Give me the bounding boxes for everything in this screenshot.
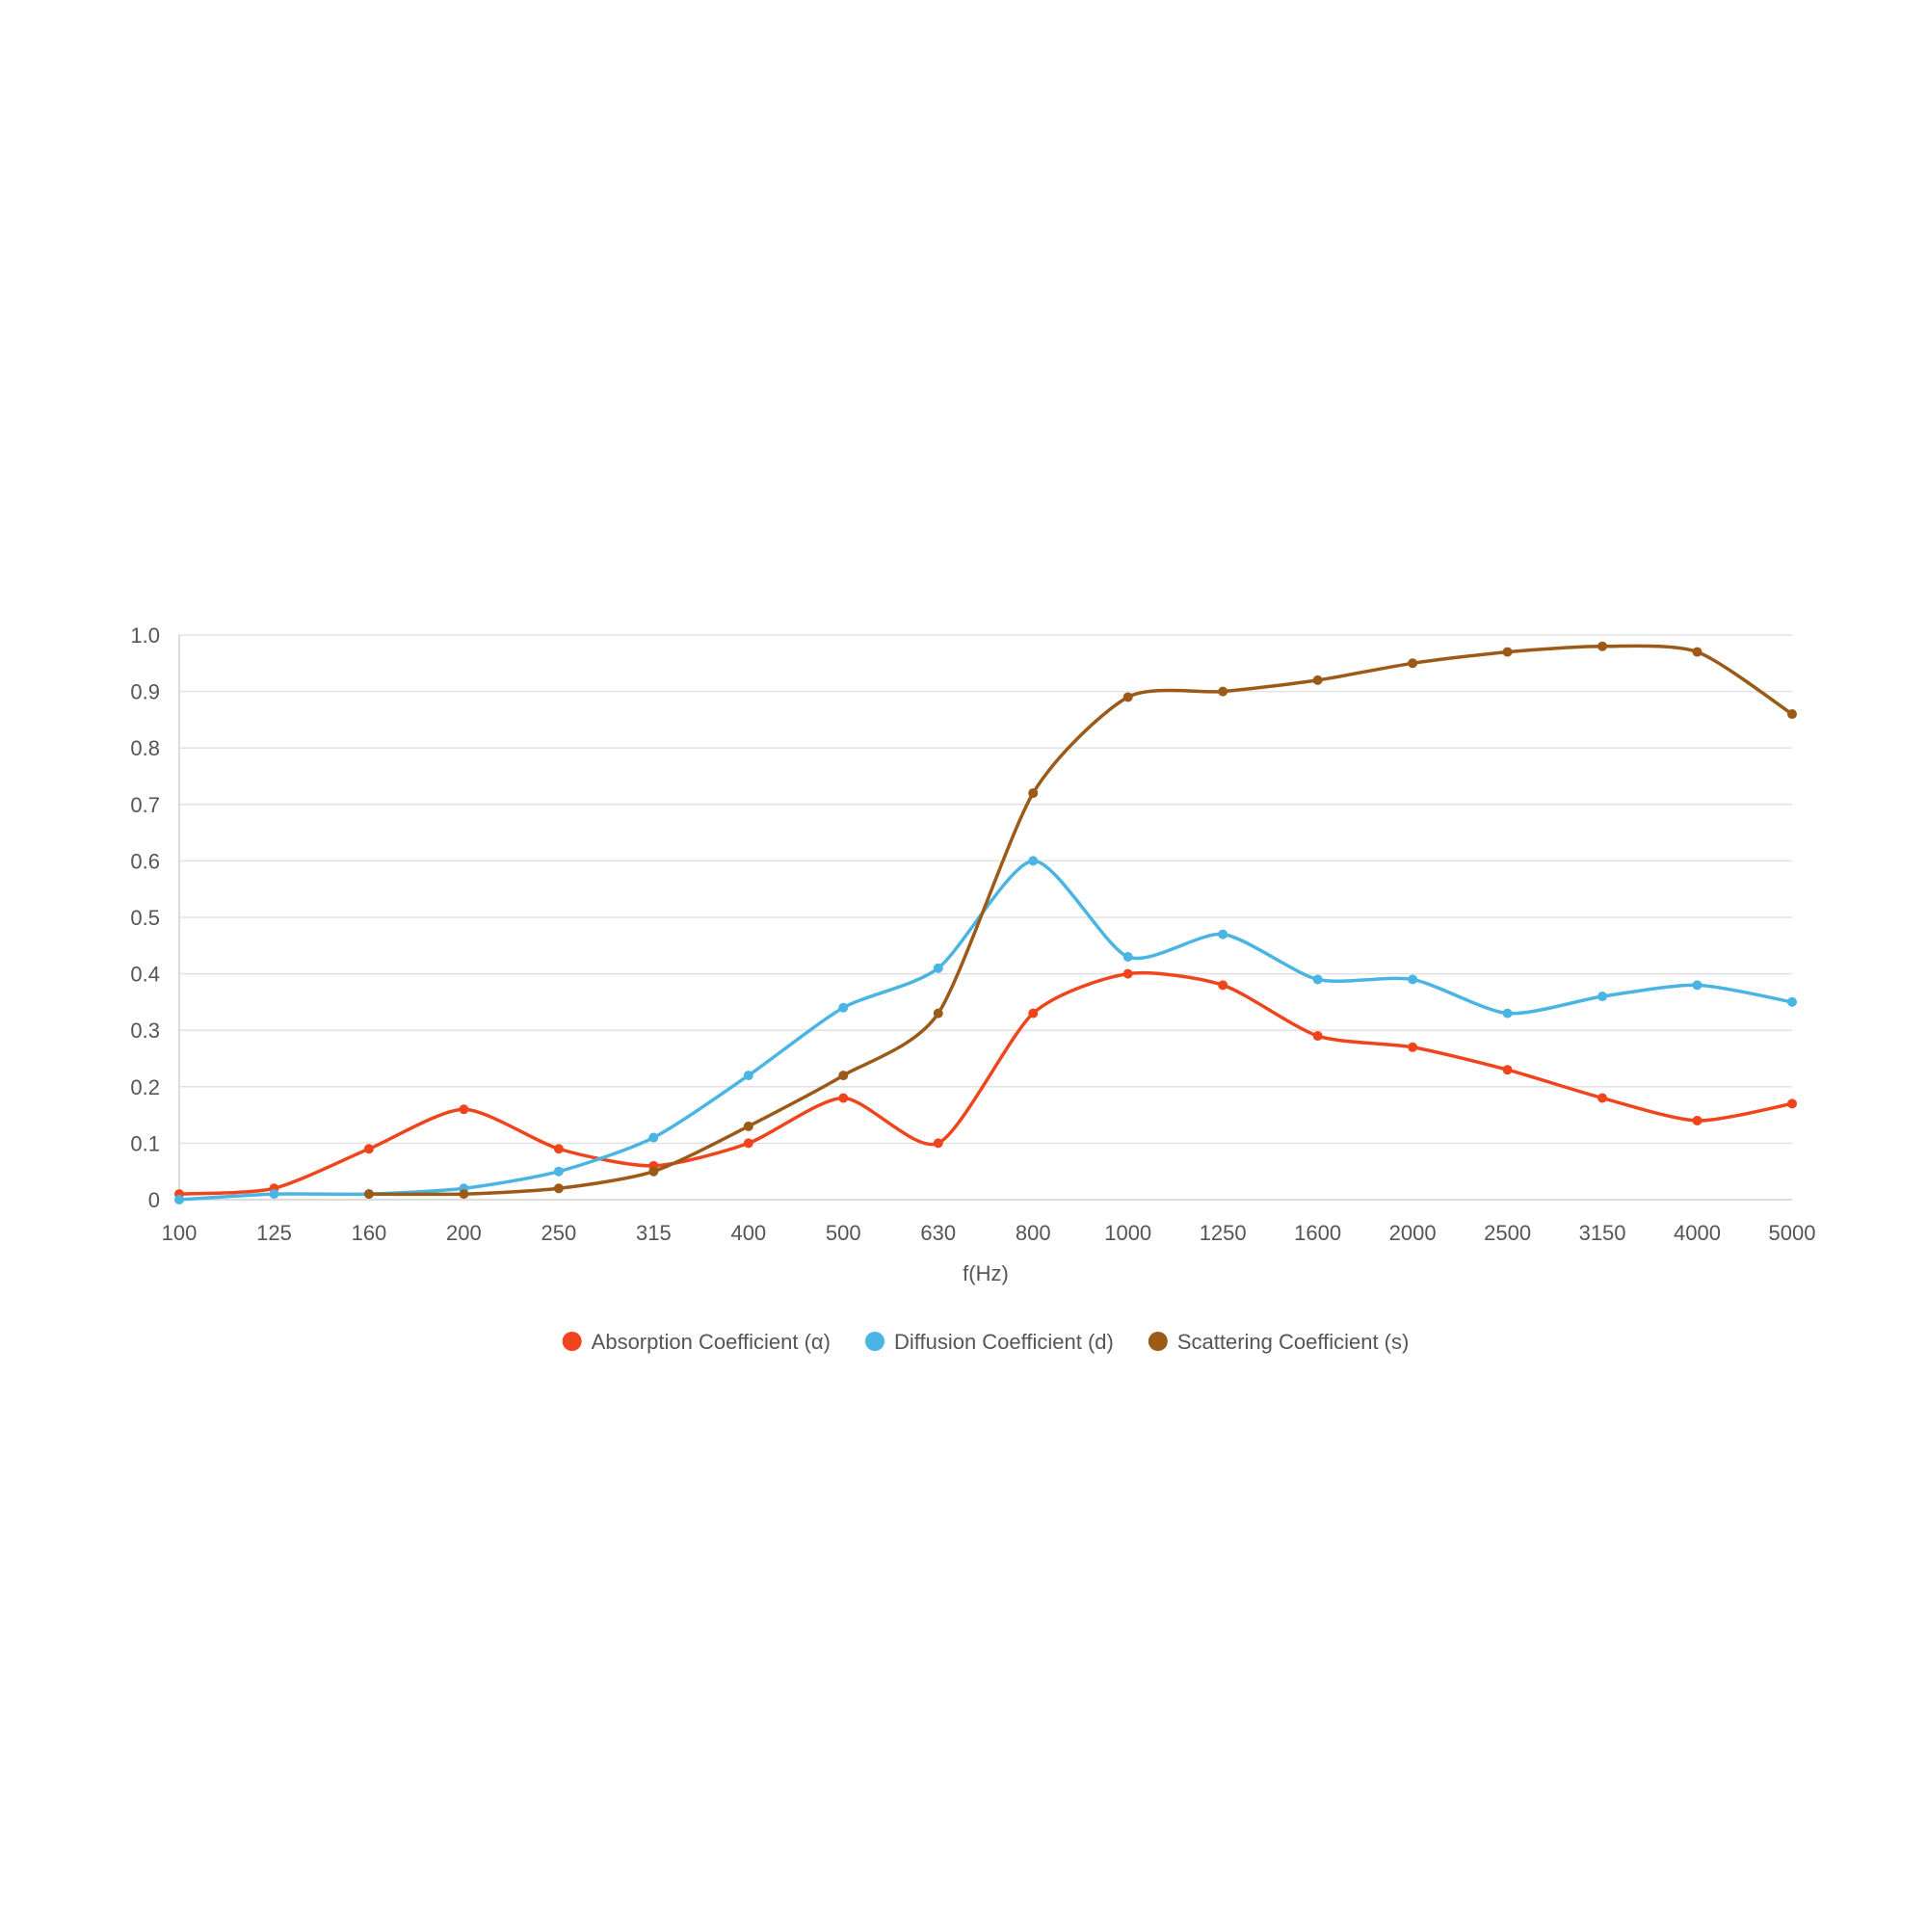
data-point[interactable] [933,1008,943,1019]
x-tick-label: 800 [1016,1221,1051,1245]
data-point[interactable] [1218,980,1228,991]
data-point[interactable] [648,1132,659,1143]
data-point[interactable] [1408,974,1418,985]
data-point[interactable] [1597,641,1608,651]
data-point[interactable] [363,1144,374,1154]
data-point[interactable] [1312,974,1323,985]
series-2 [174,856,1797,1204]
x-tick-label: 2000 [1389,1221,1437,1245]
data-point[interactable] [648,1166,659,1177]
x-tick-label: 125 [256,1221,292,1245]
data-point[interactable] [1218,929,1228,940]
data-point[interactable] [838,1093,849,1103]
data-point[interactable] [838,1002,849,1013]
y-tick-label: 0.6 [130,849,160,873]
data-point[interactable] [553,1144,564,1154]
data-point[interactable] [1408,658,1418,669]
x-tick-label: 160 [352,1221,387,1245]
x-axis-title: f(Hz) [963,1261,1009,1285]
series-line [367,644,1794,1197]
data-point[interactable] [933,963,943,973]
series-layer [174,641,1797,1204]
x-tick-label: 630 [920,1221,956,1245]
data-point[interactable] [1028,1008,1039,1019]
data-point[interactable] [743,1071,753,1081]
data-point[interactable] [1787,996,1797,1007]
data-point[interactable] [1122,968,1133,979]
y-tick-label: 0 [148,1188,160,1212]
x-tick-label: 2500 [1484,1221,1531,1245]
y-tick-label: 0.9 [130,680,160,704]
legend-marker [562,1332,582,1351]
x-tick-label: 250 [541,1221,577,1245]
data-point[interactable] [1502,1008,1513,1019]
y-tick-label: 0.4 [130,963,160,987]
legend-marker [864,1332,884,1351]
data-point[interactable] [1028,788,1039,799]
data-point[interactable] [363,1189,374,1200]
data-point[interactable] [1692,980,1703,991]
data-point[interactable] [1502,647,1513,657]
data-point[interactable] [1312,1031,1323,1042]
data-point[interactable] [1787,1098,1797,1109]
data-point[interactable] [838,1071,849,1081]
y-tick-label: 0.1 [130,1131,160,1155]
series-1 [174,968,1797,1200]
data-point[interactable] [459,1104,469,1115]
data-point[interactable] [1028,856,1039,866]
legend-item[interactable]: Scattering Coefficient (s) [1148,1330,1409,1354]
data-point[interactable] [1218,686,1228,697]
data-point[interactable] [743,1138,753,1149]
legend-item[interactable]: Absorption Coefficient (α) [562,1330,831,1354]
data-point[interactable] [553,1166,564,1177]
x-tick-label: 1000 [1104,1221,1151,1245]
data-point[interactable] [933,1138,943,1149]
x-tick-label: 3150 [1579,1221,1626,1245]
legend: Absorption Coefficient (α) Diffusion Coef… [562,1330,1409,1354]
x-tick-label: 200 [446,1221,482,1245]
data-point[interactable] [1692,647,1703,657]
data-point[interactable] [1692,1115,1703,1125]
x-tick-label: 4000 [1674,1221,1721,1245]
y-tick-label: 0.8 [130,736,160,760]
data-point[interactable] [553,1183,564,1194]
y-tick-label: 0.3 [130,1019,160,1043]
x-tick-label: 500 [826,1221,861,1245]
legend-label: Scattering Coefficient (s) [1177,1330,1409,1354]
x-tick-label: 5000 [1769,1221,1816,1245]
data-point[interactable] [1122,692,1133,702]
y-tick-label: 0.7 [130,793,160,817]
data-point[interactable] [269,1189,279,1200]
axes: 0 0.1 0.2 0.3 0.4 0.5 0.6 0.7 0.8 0.9 1.0 100 125 160… [130,623,1815,1245]
series-line [177,970,1794,1196]
data-point[interactable] [1597,992,1608,1002]
data-point[interactable] [1787,709,1797,720]
data-point[interactable] [1502,1065,1513,1075]
x-tick-label: 315 [636,1221,672,1245]
series-3 [363,641,1797,1200]
x-tick-label: 1250 [1200,1221,1247,1245]
legend-label: Absorption Coefficient (α) [592,1330,831,1354]
x-tick-label: 100 [162,1221,198,1245]
x-tick-label: 400 [730,1221,766,1245]
data-point[interactable] [1312,675,1323,685]
data-point[interactable] [174,1195,184,1204]
data-point[interactable] [1408,1042,1418,1052]
legend-marker [1148,1332,1168,1351]
legend-label: Diffusion Coefficient (d) [894,1330,1114,1354]
grid [179,634,1792,1145]
data-point[interactable] [743,1121,753,1131]
data-point[interactable] [459,1189,469,1200]
data-point[interactable] [1122,952,1133,963]
y-tick-label: 0.5 [130,906,160,930]
x-tick-label: 1600 [1294,1221,1341,1245]
y-tick-label: 1.0 [130,623,160,648]
y-tick-label: 0.2 [130,1075,160,1099]
data-point[interactable] [1597,1093,1608,1103]
legend-item[interactable]: Diffusion Coefficient (d) [864,1330,1114,1354]
